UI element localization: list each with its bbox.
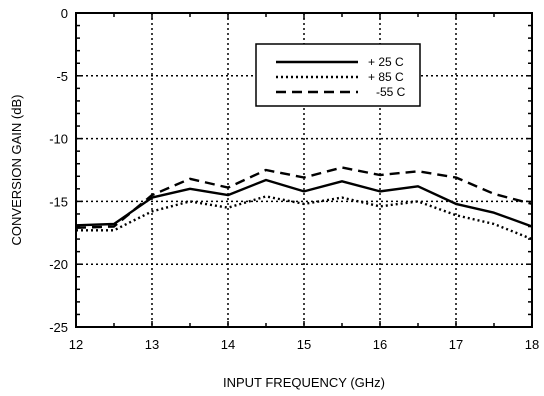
y-tick-label: -5 — [56, 69, 68, 84]
y-tick-label: -25 — [49, 320, 68, 335]
y-tick-label: -15 — [49, 194, 68, 209]
x-tick-label: 17 — [449, 337, 463, 352]
legend: + 25 C + 85 C -55 C — [255, 43, 421, 107]
y-tick-label: -10 — [49, 132, 68, 147]
legend-label-m55c: -55 C — [376, 85, 406, 99]
series-line-1 — [76, 195, 533, 241]
y-tick-labels: 0 -5 -10 -15 -20 -25 — [49, 6, 68, 335]
x-tick-label: 15 — [297, 337, 311, 352]
x-tick-label: 16 — [373, 337, 387, 352]
series-lines — [75, 166, 533, 241]
x-tick-label: 14 — [221, 337, 235, 352]
axis-ticks — [75, 12, 533, 328]
legend-label-25c: + 25 C — [368, 55, 404, 69]
series-line-2 — [75, 166, 533, 229]
x-tick-label: 12 — [69, 337, 83, 352]
y-axis-title: CONVERSION GAIN (dB) — [9, 95, 24, 246]
series-line-0 — [75, 178, 533, 228]
grid — [76, 13, 532, 327]
y-tick-label: -20 — [49, 257, 68, 272]
legend-label-85c: + 85 C — [368, 70, 404, 84]
y-tick-label: 0 — [61, 6, 68, 21]
x-tick-label: 13 — [145, 337, 159, 352]
x-axis-title: INPUT FREQUENCY (GHz) — [223, 375, 385, 390]
x-tick-labels: 12 13 14 15 16 17 18 — [69, 337, 539, 352]
legend-box — [255, 43, 421, 107]
x-tick-label: 18 — [525, 337, 539, 352]
